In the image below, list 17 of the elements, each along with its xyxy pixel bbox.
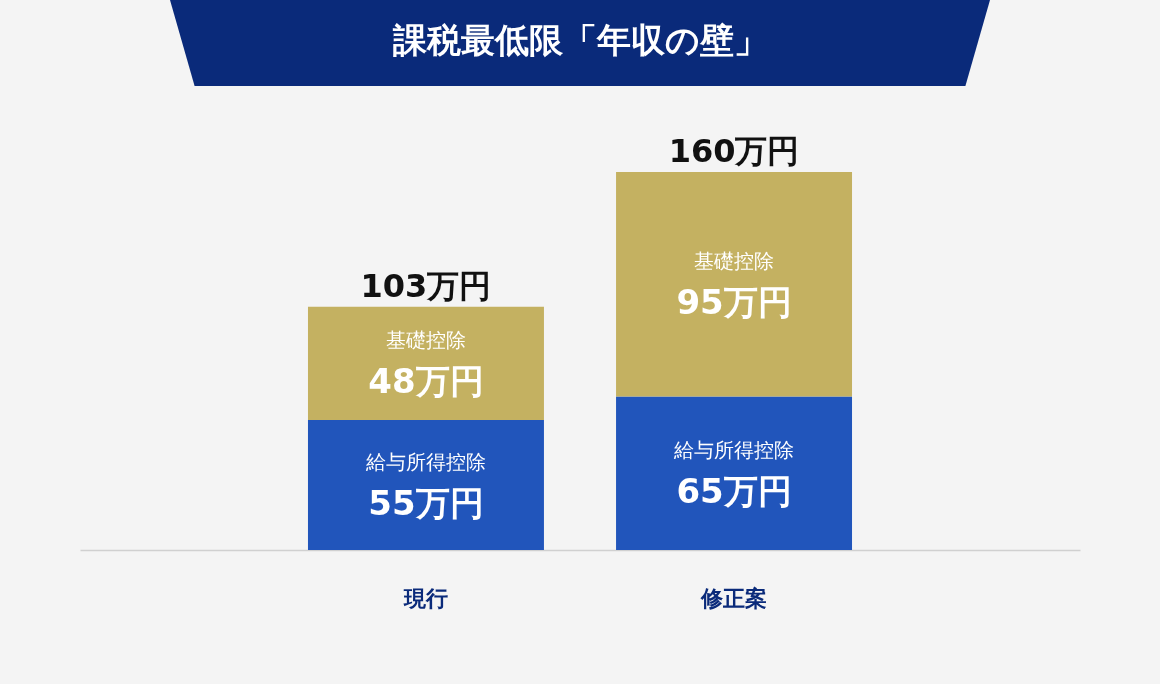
series-label: 基礎控除: [385, 328, 466, 353]
data-label: 55万円: [368, 483, 484, 524]
total-label: 103万円: [360, 266, 492, 305]
chart-title: 課税最低限「年収の壁」: [391, 19, 769, 62]
text: 給与所得控除: [674, 438, 795, 463]
total-label: 160万円: [668, 132, 800, 170]
data-label: 48万円: [368, 361, 484, 402]
x-tick-label: 修正案: [700, 585, 768, 611]
series-label: 給与所得控除: [364, 450, 486, 475]
bar: [616, 172, 853, 397]
x-tick-label: 現行: [402, 585, 448, 611]
data-label: 95万円: [676, 282, 792, 323]
bar: [307, 420, 544, 550]
bar: [307, 306, 544, 421]
bar: [616, 396, 853, 550]
text: 基礎控除: [694, 249, 775, 274]
data-label: 65万円: [676, 471, 792, 512]
